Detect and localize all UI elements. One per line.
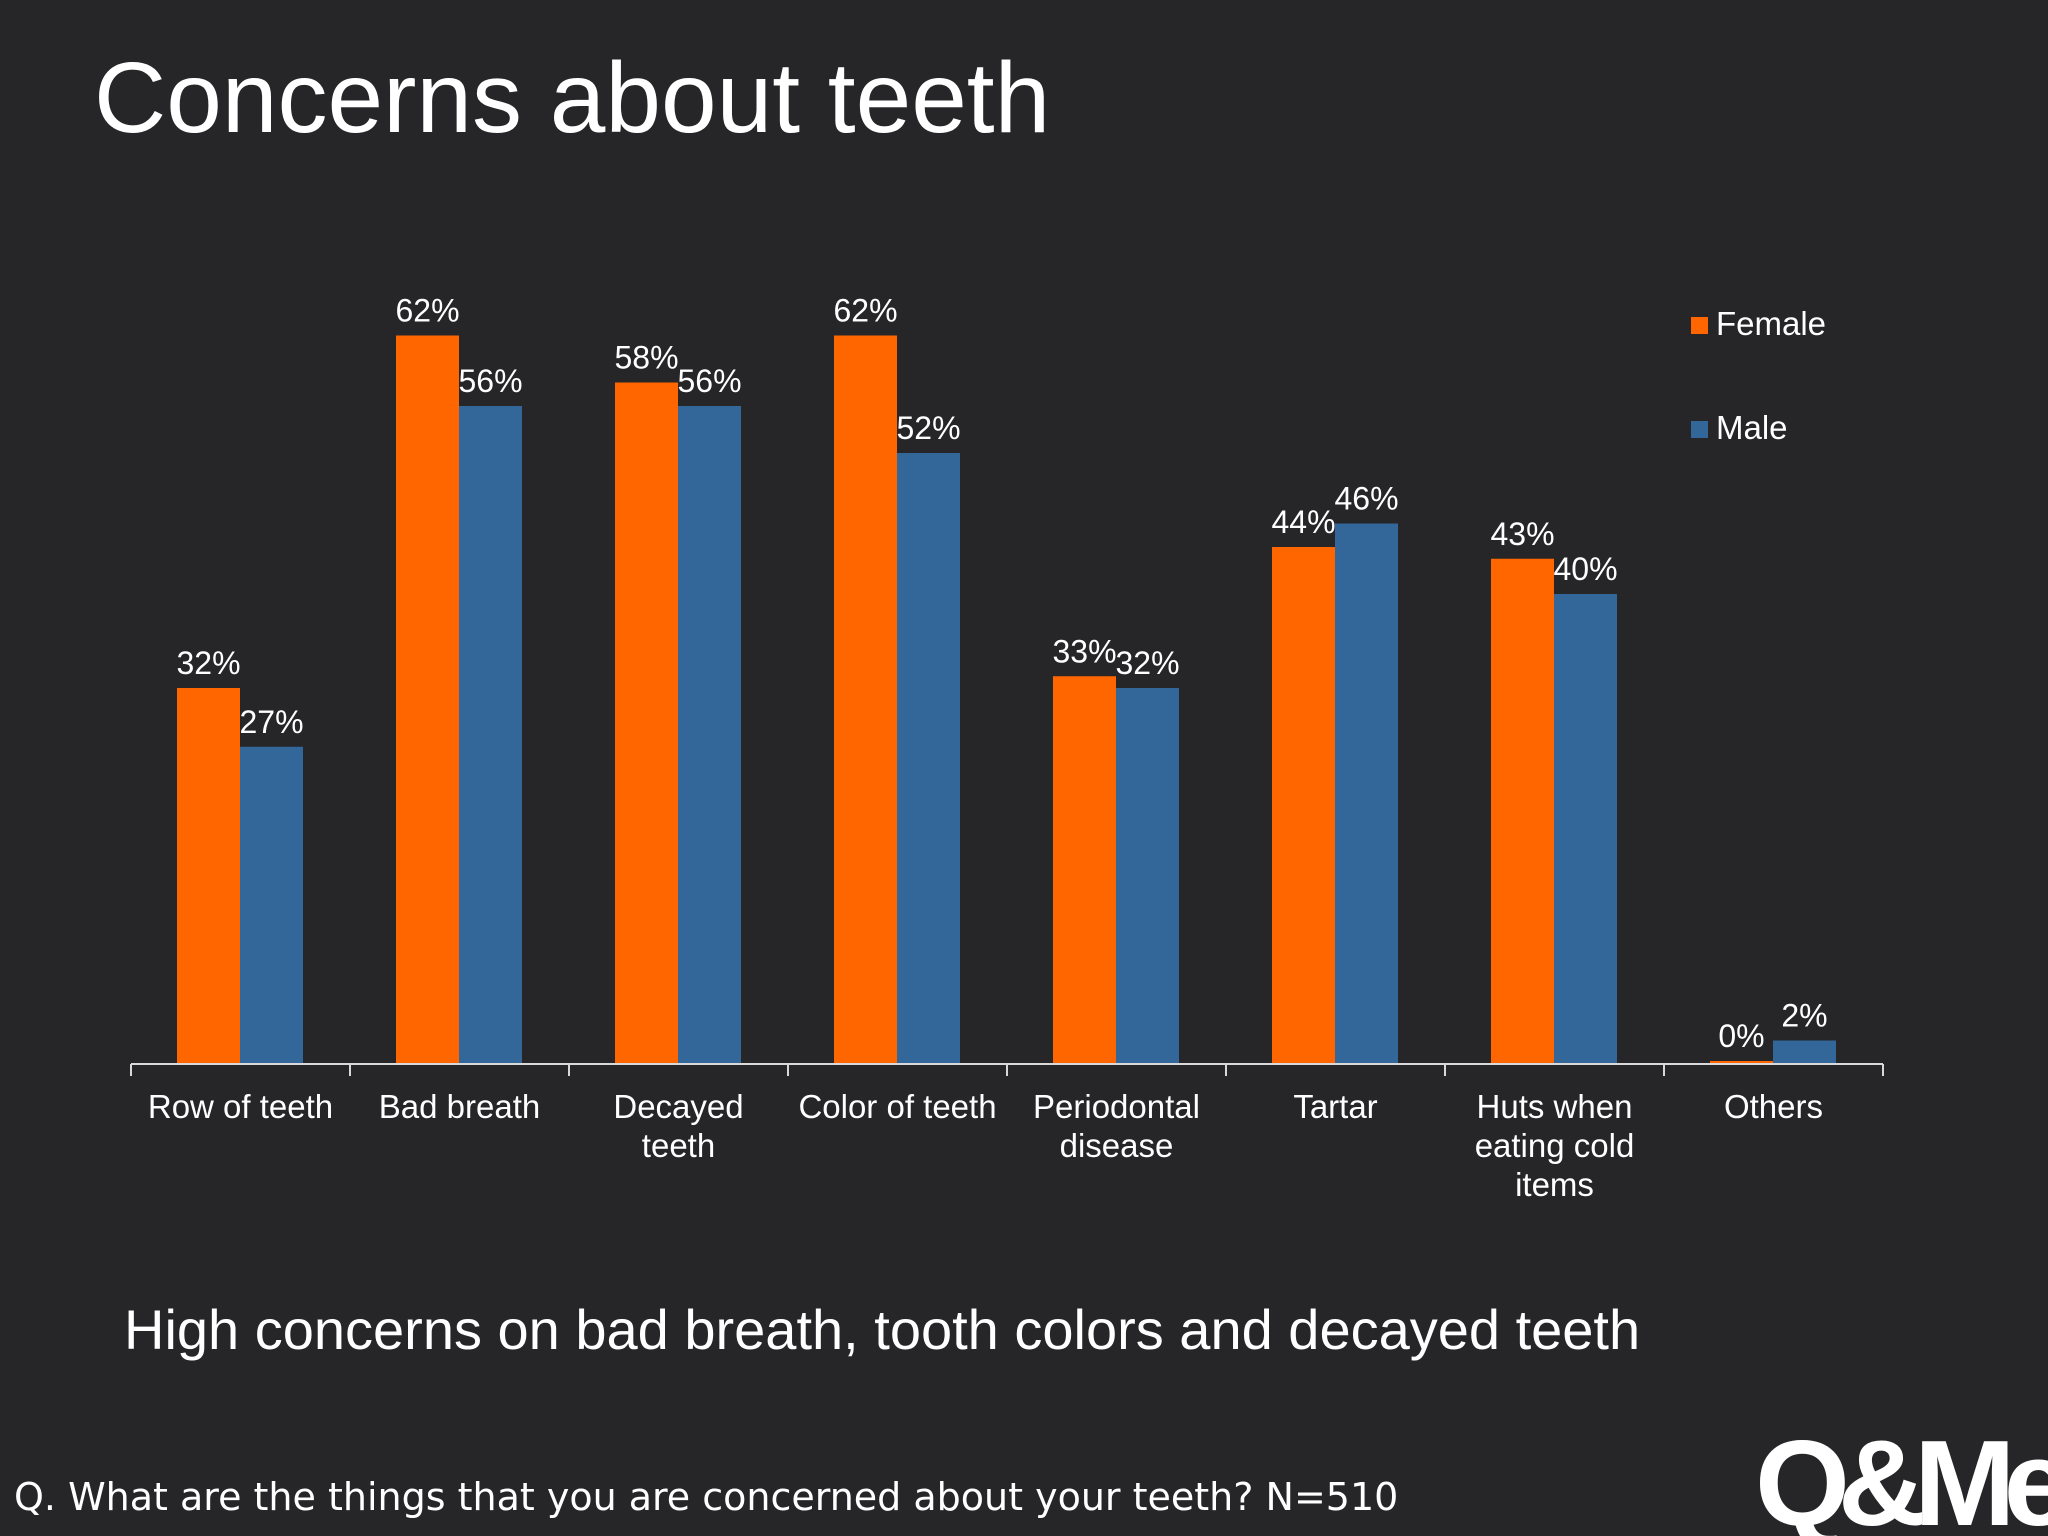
survey-question: Q. What are the things that you are conc…: [14, 1475, 1399, 1519]
bar-male-2: [678, 406, 741, 1064]
category-label-line: items: [1515, 1166, 1594, 1203]
subtitle: High concerns on bad breath, tooth color…: [124, 1298, 1641, 1361]
category-label-line: teeth: [642, 1127, 715, 1164]
value-label-male-2: 56%: [677, 363, 741, 399]
value-label-female-2: 58%: [614, 340, 678, 376]
category-label-0: Row of teeth: [148, 1088, 333, 1125]
bar-female-5: [1272, 547, 1335, 1064]
category-label-line: Periodontal: [1033, 1088, 1200, 1125]
category-label-3: Color of teeth: [798, 1088, 996, 1125]
bar-female-0: [177, 688, 240, 1064]
value-label-female-6: 43%: [1490, 516, 1554, 552]
category-label-6: Huts when eating cold items: [1475, 1088, 1635, 1203]
value-label-female-1: 62%: [395, 293, 459, 329]
category-label-5: Tartar: [1293, 1088, 1377, 1125]
value-label-female-5: 44%: [1271, 504, 1335, 540]
page-title: Concerns about teeth: [94, 42, 1051, 154]
bar-male-0: [240, 746, 303, 1064]
value-label-male-0: 27%: [239, 704, 303, 740]
value-label-female-3: 62%: [833, 293, 897, 329]
bar-male-3: [897, 453, 960, 1064]
category-label-4: Periodontal disease: [1033, 1088, 1200, 1164]
value-label-male-6: 40%: [1553, 551, 1617, 587]
category-label-line: Tartar: [1293, 1088, 1377, 1125]
bar-female-3: [834, 335, 897, 1064]
legend-swatch-female: [1691, 317, 1708, 334]
category-label-line: Color of teeth: [798, 1088, 996, 1125]
bar-male-1: [459, 406, 522, 1064]
bar-female-1: [396, 335, 459, 1064]
category-label-line: Decayed: [613, 1088, 743, 1125]
bar-male-5: [1335, 523, 1398, 1064]
category-label-7: Others: [1724, 1088, 1823, 1125]
bar-female-7: [1710, 1061, 1773, 1064]
value-label-female-7: 0%: [1718, 1018, 1764, 1054]
value-label-male-3: 52%: [896, 410, 960, 446]
value-label-female-4: 33%: [1052, 633, 1116, 669]
category-label-line: eating cold: [1475, 1127, 1635, 1164]
bar-male-7: [1773, 1040, 1836, 1064]
category-label-2: Decayed teeth: [613, 1088, 743, 1164]
category-label-line: Others: [1724, 1088, 1823, 1125]
category-label-line: Huts when: [1477, 1088, 1633, 1125]
legend-label-female: Female: [1716, 305, 1826, 342]
category-label-line: Row of teeth: [148, 1088, 333, 1125]
bar-male-6: [1554, 594, 1617, 1064]
value-label-female-0: 32%: [176, 645, 240, 681]
category-label-line: Bad breath: [379, 1088, 540, 1125]
category-label-1: Bad breath: [379, 1088, 540, 1125]
value-label-male-7: 2%: [1781, 998, 1827, 1034]
bar-male-4: [1116, 688, 1179, 1064]
bar-female-2: [615, 382, 678, 1064]
bar-female-4: [1053, 676, 1116, 1064]
value-label-male-4: 32%: [1115, 645, 1179, 681]
value-label-male-1: 56%: [458, 363, 522, 399]
bar-female-6: [1491, 558, 1554, 1064]
category-label-line: disease: [1060, 1127, 1174, 1164]
legend-swatch-male: [1691, 421, 1708, 438]
brand-logo: Q&Me: [1755, 1415, 2048, 1536]
value-label-male-5: 46%: [1334, 481, 1398, 517]
legend-label-male: Male: [1716, 409, 1788, 446]
